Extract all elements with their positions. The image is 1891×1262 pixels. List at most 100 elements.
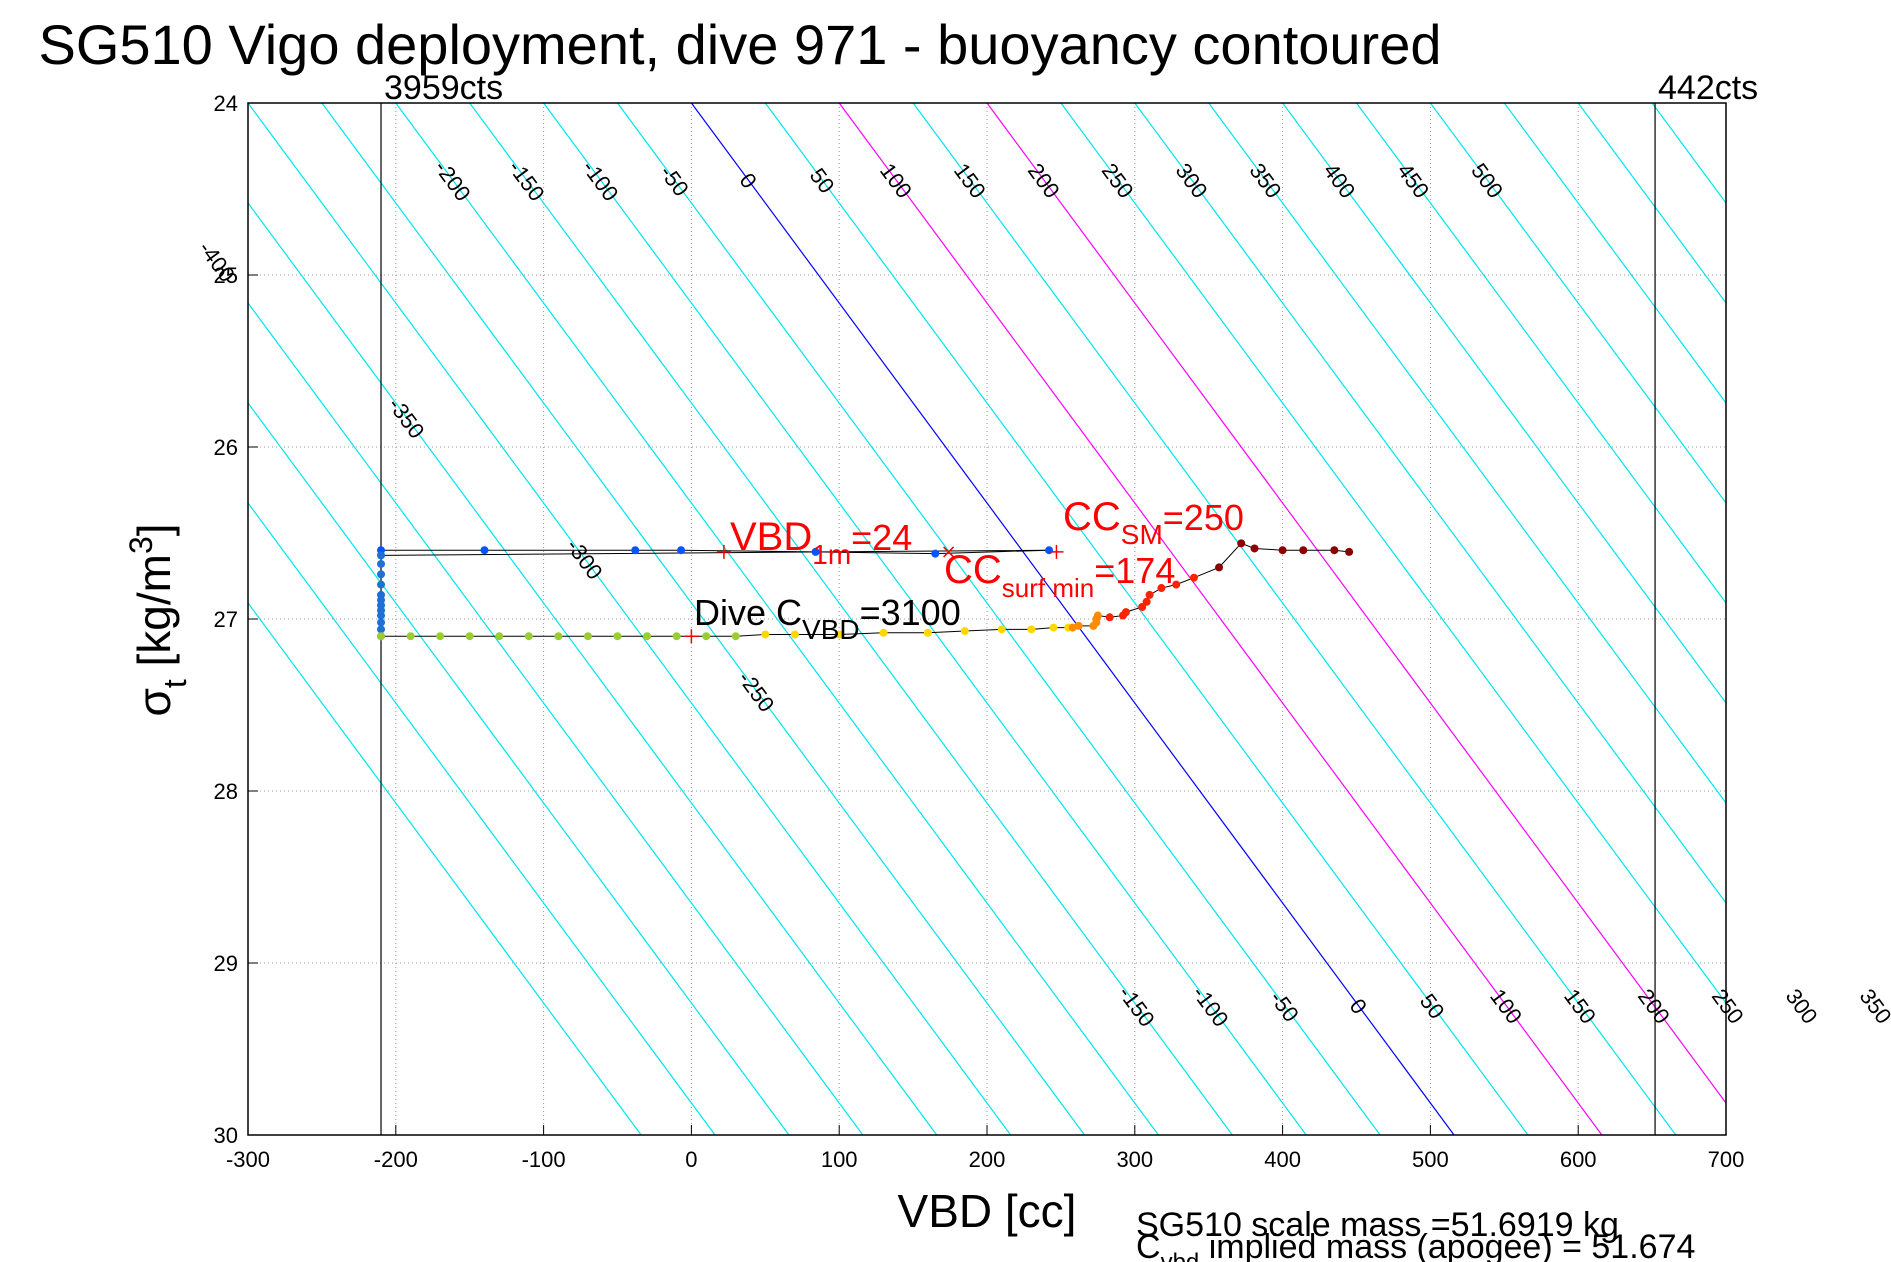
data-point (1142, 597, 1151, 606)
right-limit-label: 442cts (1658, 69, 1758, 107)
reference-markers (684, 544, 1064, 644)
dive-c-vbd-annotation: Dive CVBD=3100 (694, 592, 961, 645)
contour-label-top: -150 (503, 156, 549, 206)
contour-label-top: 50 (805, 163, 840, 198)
x-tick-label: 100 (821, 1147, 858, 1172)
y-tick-label: 28 (214, 779, 238, 804)
contour-line (764, 103, 1529, 1135)
contour-line (1060, 103, 1726, 1005)
buoyancy-contours (248, 103, 1726, 1135)
data-point (465, 632, 474, 641)
data-point (524, 632, 533, 641)
data-point (377, 625, 386, 634)
data-point (377, 580, 386, 589)
data-point (1157, 584, 1166, 593)
plus-marker (1049, 544, 1064, 559)
contour-label-bottom: 300 (1781, 984, 1823, 1028)
contour-line (248, 301, 864, 1135)
x-tick-label: 500 (1412, 1147, 1449, 1172)
data-point (811, 547, 820, 556)
x-tick-label: 200 (969, 1147, 1006, 1172)
contour-label-bottom: 350 (1855, 984, 1891, 1028)
contour-label-bottom: 150 (1559, 984, 1601, 1028)
contour-label-top: 150 (949, 159, 991, 203)
data-point (1330, 546, 1339, 555)
data-point (377, 559, 386, 568)
data-point (1049, 623, 1058, 632)
data-point (1299, 546, 1308, 555)
data-point (480, 546, 489, 555)
plus-marker (684, 629, 699, 644)
chart-title: SG510 Vigo deployment, dive 971 - buoyan… (38, 13, 1441, 76)
contour-line (543, 103, 1307, 1135)
contour-line (1503, 103, 1726, 405)
data-point (1172, 580, 1181, 589)
x-tick-label: 600 (1560, 1147, 1597, 1172)
data-point (731, 632, 740, 641)
data-point (1045, 546, 1054, 555)
contour-line (1651, 103, 1726, 205)
contour-label-top: -100 (577, 156, 623, 206)
data-point (931, 549, 940, 558)
contour-label-top: 500 (1466, 159, 1508, 203)
data-point (1237, 539, 1246, 548)
grid-lines (248, 103, 1726, 1135)
data-point (1121, 608, 1130, 617)
contour-label-top: 450 (1392, 159, 1434, 203)
contour-label-left: -350 (383, 393, 429, 443)
left-limit-label: 3959cts (384, 69, 503, 107)
contour-line (469, 103, 1233, 1135)
cc-sm-annotation: CCSM=250 (1063, 495, 1244, 550)
data-point (879, 628, 888, 637)
contour-line (248, 401, 790, 1135)
contour-line (1429, 103, 1726, 505)
data-point (1345, 547, 1354, 556)
contour-label-bottom: 250 (1707, 984, 1749, 1028)
data-point (554, 632, 563, 641)
data-point (643, 632, 652, 641)
contour-label-bottom: 200 (1633, 984, 1675, 1028)
contour-line (1134, 103, 1726, 905)
contour-label-bottom: -50 (1265, 986, 1304, 1026)
x-tick-label: -300 (226, 1147, 270, 1172)
data-point (1189, 573, 1198, 582)
x-tick-label: -100 (522, 1147, 566, 1172)
data-point (377, 570, 386, 579)
data-point (702, 632, 711, 641)
contour-label-bottom: 50 (1415, 989, 1450, 1024)
x-tick-label: 0 (685, 1147, 697, 1172)
contour-line (248, 201, 938, 1135)
y-tick-label: 30 (214, 1123, 238, 1148)
y-tick-label: 26 (214, 435, 238, 460)
contour-line (1577, 103, 1726, 305)
data-point (761, 630, 770, 639)
y-tick-label: 27 (214, 607, 238, 632)
x-tick-label: 400 (1264, 1147, 1301, 1172)
contour-line (617, 103, 1381, 1135)
contour-line (1356, 103, 1726, 605)
contour-label-top: -200 (429, 156, 475, 206)
contour-label-top: 0 (735, 168, 762, 193)
contour-line (838, 103, 1603, 1135)
scale-mass-text: SG510 scale mass =51.6919 kg (1136, 1206, 1619, 1244)
x-tick-label: -200 (374, 1147, 418, 1172)
contour-label-top: 400 (1318, 159, 1360, 203)
data-point (1278, 546, 1287, 555)
data-point (495, 632, 504, 641)
contour-label-top: 100 (875, 159, 917, 203)
contour-line (321, 103, 1086, 1135)
contour-line (395, 103, 1159, 1135)
contour-label-top: -50 (655, 160, 694, 200)
x-marker (943, 546, 955, 558)
contour-line (690, 103, 1455, 1135)
cc-surf-min-annotation: CCsurf min=174 (944, 548, 1175, 603)
contour-line (1208, 103, 1726, 805)
y-tick-label: 24 (214, 91, 238, 116)
data-point (436, 632, 445, 641)
contour-line (248, 601, 642, 1135)
data-point (923, 628, 932, 637)
contour-line (912, 103, 1677, 1135)
contour-line (1282, 103, 1726, 705)
contour-label-left: -250 (733, 666, 779, 716)
data-point (377, 611, 386, 620)
